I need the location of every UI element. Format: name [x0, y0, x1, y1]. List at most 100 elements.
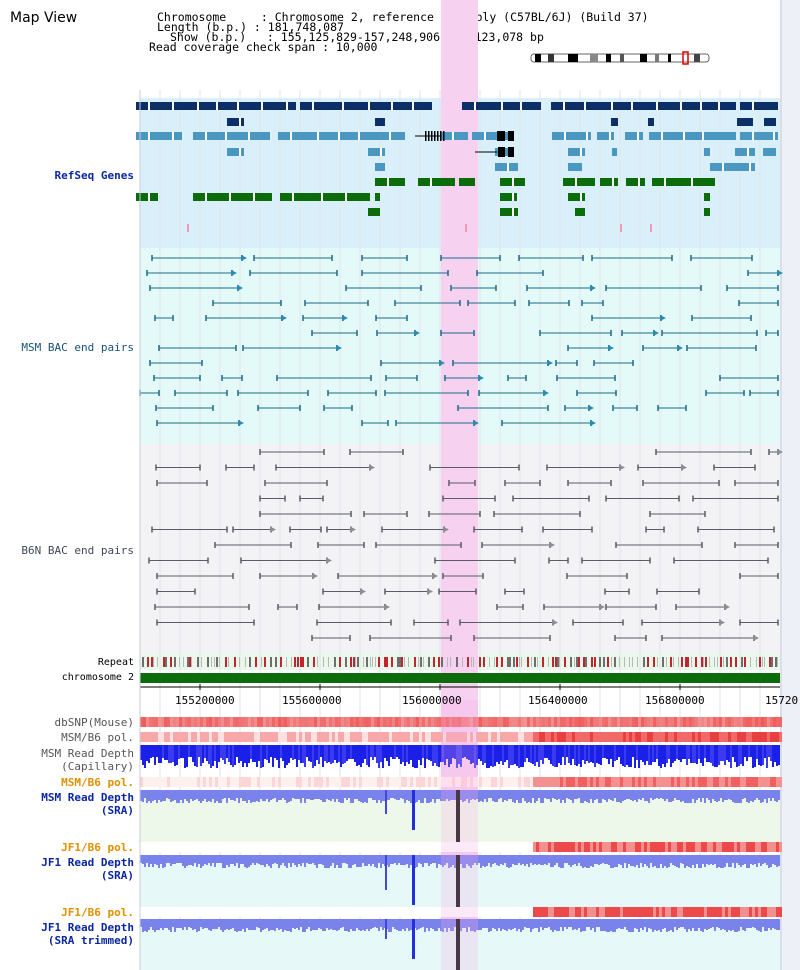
msm-bac-pair [478, 375, 484, 381]
jf1-sra-depth [766, 855, 768, 865]
jf1-sra-depth [248, 855, 250, 867]
jf1-trim-depth [304, 919, 306, 932]
jf1-b6-pol-heat [671, 842, 674, 852]
msm-capillary-depth-bar [180, 745, 182, 758]
jf1-trim-depth [514, 919, 516, 928]
jf1-trim-depth [296, 919, 298, 928]
msm-read-depth-sra-label[interactable]: MSM Read Depth [41, 791, 134, 804]
msm-sra-depth [172, 790, 174, 801]
b6n-bac-label[interactable]: B6N BAC end pairs [21, 544, 134, 557]
jf1-read-depth-sra-label[interactable]: JF1 Read Depth [41, 856, 134, 869]
msm-capillary-depth-bar [602, 745, 604, 758]
msm-bac-label[interactable]: MSM BAC end pairs [21, 341, 134, 354]
msm-capillary-depth-bar [282, 745, 284, 761]
msm-capillary-depth-bar [256, 745, 258, 767]
gene-exon-gap [683, 132, 685, 140]
msm-sra-depth [666, 790, 668, 799]
msm-read-depth-cap-label[interactable]: MSM Read Depth [41, 747, 134, 760]
msm-b6-pol-sra-heat [581, 777, 584, 787]
b6n-bac-pair [432, 573, 438, 579]
jf1-b6-pol-2-label[interactable]: JF1/B6 pol. [61, 906, 134, 919]
msm-capillary-depth-bar [358, 745, 360, 765]
jf1-sra-depth [498, 855, 500, 866]
jf1-trim-depth [228, 919, 230, 930]
dbsnp-heat [287, 717, 290, 727]
repeat-mark [473, 657, 474, 667]
msm-b6-pol-sra-heat [518, 777, 521, 787]
repeat-label[interactable]: Repeat [97, 657, 134, 668]
jf1-b6-pol-heat [470, 842, 473, 852]
jf1-trim-depth [706, 919, 708, 930]
msm-b6-pol-sra-heat [452, 777, 455, 787]
msm-capillary-depth-bar [210, 745, 212, 768]
gene-feature [764, 118, 776, 126]
jf1-b6-pol-heat [512, 842, 515, 852]
jf1-b6-pol-heat [362, 842, 365, 852]
jf1-b6-pol-heat [503, 842, 506, 852]
repeat-mark [681, 657, 683, 667]
msm-b6-pol-sra-heat [179, 777, 182, 787]
jf1-b6-pol-label[interactable]: JF1/B6 pol. [61, 841, 134, 854]
repeat-mark [297, 657, 299, 667]
jf1-trim-depth [748, 919, 750, 928]
jf1-sra-depth [284, 855, 286, 866]
dbsnp-heat [437, 717, 440, 727]
jf1-sra-depth [400, 855, 402, 865]
jf1-sra-depth [368, 855, 370, 864]
msm-capillary-depth-bar [568, 745, 570, 763]
jf1-sra-depth [472, 855, 474, 865]
msm-capillary-depth-bar [566, 745, 568, 757]
msm-b6-pol-heat [533, 732, 536, 742]
msm-capillary-depth-bar [666, 745, 668, 763]
dbsnp-heat [653, 717, 656, 727]
jf1-sra-depth [624, 855, 626, 863]
jf1-b6-pol-2-heat [365, 907, 368, 917]
msm-b6-pol-sra-heat [392, 777, 395, 787]
gene-exon-gap [580, 148, 582, 156]
jf1-sra-depth [640, 855, 642, 863]
msm-sra-depth [488, 790, 490, 798]
repeat-mark [302, 657, 304, 667]
msm-capillary-depth-bar [330, 745, 332, 764]
jf1-sra-depth [518, 855, 520, 863]
msm-b6-pol-sra-heat [710, 777, 713, 787]
gene-feature [568, 193, 585, 201]
msm-sra-depth [616, 790, 618, 802]
jf1-b6-pol-heat [602, 842, 605, 852]
msm-sra-depth [500, 790, 502, 798]
jf1-sra-depth [694, 855, 696, 868]
msm-b6-pol-heat [458, 732, 461, 742]
refseq-genes-label[interactable]: RefSeq Genes [54, 169, 134, 182]
jf1-b6-pol-2-heat [215, 907, 218, 917]
msm-sra-depth [328, 790, 330, 800]
msm-capillary-depth-bar [550, 745, 552, 764]
jf1-b6-pol-heat [698, 842, 701, 852]
jf1-b6-pol-2-heat [725, 907, 728, 917]
jf1-trim-depth [272, 919, 274, 930]
msm-b6-pol-sra-label[interactable]: MSM/B6 pol. [61, 776, 134, 789]
chromosome-label[interactable]: chromosome 2 [61, 672, 134, 683]
msm-sra-depth [586, 790, 588, 802]
dbsnp-heat [422, 717, 425, 727]
jf1-sra-depth [550, 855, 552, 867]
jf1-trim-depth [260, 919, 262, 932]
msm-sra-depth [314, 790, 316, 799]
msm-sra-depth [420, 790, 422, 803]
jf1-sra-depth [164, 855, 166, 867]
dbsnp-label[interactable]: dbSNP(Mouse) [54, 716, 134, 729]
jf1-sra-depth [712, 855, 714, 865]
dbsnp-heat [146, 717, 149, 727]
msm-sra-depth [452, 790, 454, 800]
jf1-trim-depth [438, 919, 440, 928]
msm-b6-pol-sra-heat [434, 777, 437, 787]
jf1-sra-depth [282, 855, 284, 863]
msm-sra-depth [738, 790, 740, 803]
jf1-trim-depth [380, 919, 382, 927]
jf1-read-depth-trim-label[interactable]: JF1 Read Depth [41, 921, 134, 934]
msm-capillary-depth-bar [440, 745, 442, 762]
jf1-trim-depth [596, 919, 598, 927]
msm-capillary-depth-bar [178, 745, 180, 759]
msm-b6-pol-label[interactable]: MSM/B6 pol. [61, 731, 134, 744]
jf1-sra-depth [522, 855, 524, 864]
